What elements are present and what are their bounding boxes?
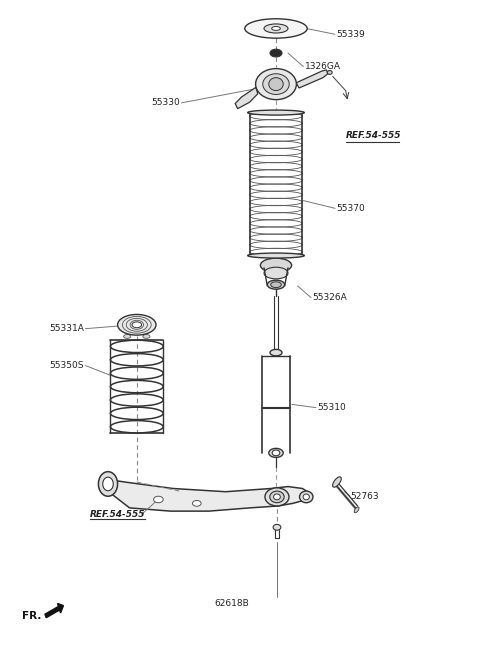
Text: 55326A: 55326A	[312, 293, 347, 302]
Text: 55330: 55330	[151, 98, 180, 107]
Ellipse shape	[333, 477, 341, 487]
Ellipse shape	[354, 507, 359, 512]
Ellipse shape	[98, 472, 118, 496]
Ellipse shape	[123, 334, 131, 338]
Ellipse shape	[269, 78, 283, 91]
Ellipse shape	[273, 524, 281, 531]
Ellipse shape	[303, 494, 310, 499]
Ellipse shape	[327, 71, 332, 74]
Text: 62618B: 62618B	[215, 598, 249, 608]
Ellipse shape	[118, 314, 156, 335]
Ellipse shape	[269, 448, 283, 457]
Ellipse shape	[103, 477, 113, 491]
Ellipse shape	[154, 496, 163, 503]
Ellipse shape	[255, 69, 296, 100]
Text: 55350S: 55350S	[49, 361, 84, 370]
Ellipse shape	[270, 49, 282, 57]
Text: REF.54-555: REF.54-555	[346, 131, 401, 140]
Ellipse shape	[272, 27, 280, 30]
Ellipse shape	[245, 19, 307, 38]
Text: 55310: 55310	[317, 403, 346, 412]
Ellipse shape	[132, 322, 142, 327]
Ellipse shape	[274, 494, 280, 499]
Polygon shape	[296, 70, 328, 88]
Ellipse shape	[272, 450, 280, 455]
Polygon shape	[103, 479, 310, 511]
Text: FR.: FR.	[22, 611, 41, 621]
Ellipse shape	[192, 501, 201, 506]
Ellipse shape	[260, 258, 292, 272]
Text: 55331A: 55331A	[49, 324, 84, 333]
Ellipse shape	[248, 110, 304, 115]
Ellipse shape	[265, 488, 289, 506]
Ellipse shape	[270, 349, 282, 356]
Ellipse shape	[270, 491, 284, 503]
Text: 55339: 55339	[336, 30, 365, 39]
Ellipse shape	[264, 267, 288, 279]
Ellipse shape	[143, 334, 150, 338]
Ellipse shape	[300, 491, 313, 503]
Text: REF.54-555: REF.54-555	[90, 510, 146, 519]
Text: 55370: 55370	[336, 204, 365, 213]
Ellipse shape	[248, 253, 304, 258]
Ellipse shape	[264, 24, 288, 33]
Text: 52763: 52763	[350, 492, 379, 501]
FancyArrow shape	[45, 604, 63, 618]
Ellipse shape	[267, 280, 285, 289]
Polygon shape	[235, 87, 258, 109]
Ellipse shape	[263, 74, 289, 94]
Ellipse shape	[271, 282, 281, 288]
Text: 1326GA: 1326GA	[305, 62, 341, 71]
